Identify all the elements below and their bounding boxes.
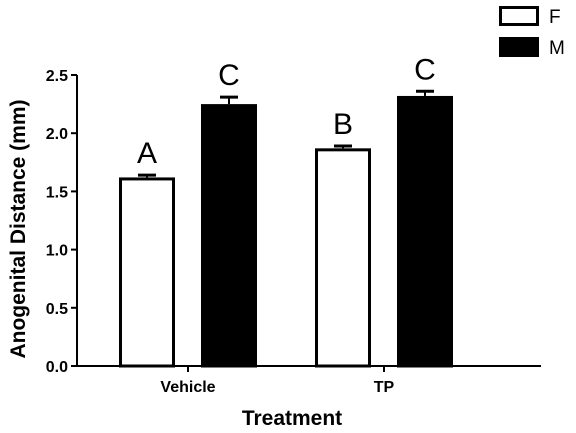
bar-f-vehicle (119, 177, 175, 368)
bars-group: A C B C (119, 53, 453, 368)
y-tick-label: 1.0 (46, 243, 68, 260)
x-axis-title: Treatment (242, 407, 342, 430)
legend: FM (499, 6, 565, 59)
y-tick-label: 2.5 (46, 68, 68, 85)
y-tick-label: 1.5 (46, 184, 68, 201)
y-axis-title: Anogenital Distance (mm) (7, 99, 30, 358)
x-tick-label: TP (374, 379, 395, 396)
bar-m-vehicle (201, 104, 257, 368)
significance-label: A (137, 137, 157, 170)
y-tick-label: 0.5 (46, 301, 68, 318)
y-tick-label: 2.0 (46, 126, 68, 143)
y-axis: 0.0 0.5 1.0 1.5 2.0 2.5 (46, 68, 78, 376)
x-tick-label: Vehicle (160, 379, 215, 396)
x-axis: Vehicle TP (77, 365, 541, 396)
legend-swatch-f (499, 6, 539, 26)
bar-f-tp (315, 148, 371, 368)
significance-label: C (218, 59, 240, 92)
significance-label: C (414, 53, 436, 86)
legend-swatch-m (499, 37, 539, 57)
significance-label: B (333, 108, 353, 141)
bar-m-tp (397, 95, 453, 368)
legend-label-f: F (549, 7, 561, 28)
y-tick-label: 0.0 (46, 359, 68, 376)
legend-label-m: M (549, 38, 565, 59)
